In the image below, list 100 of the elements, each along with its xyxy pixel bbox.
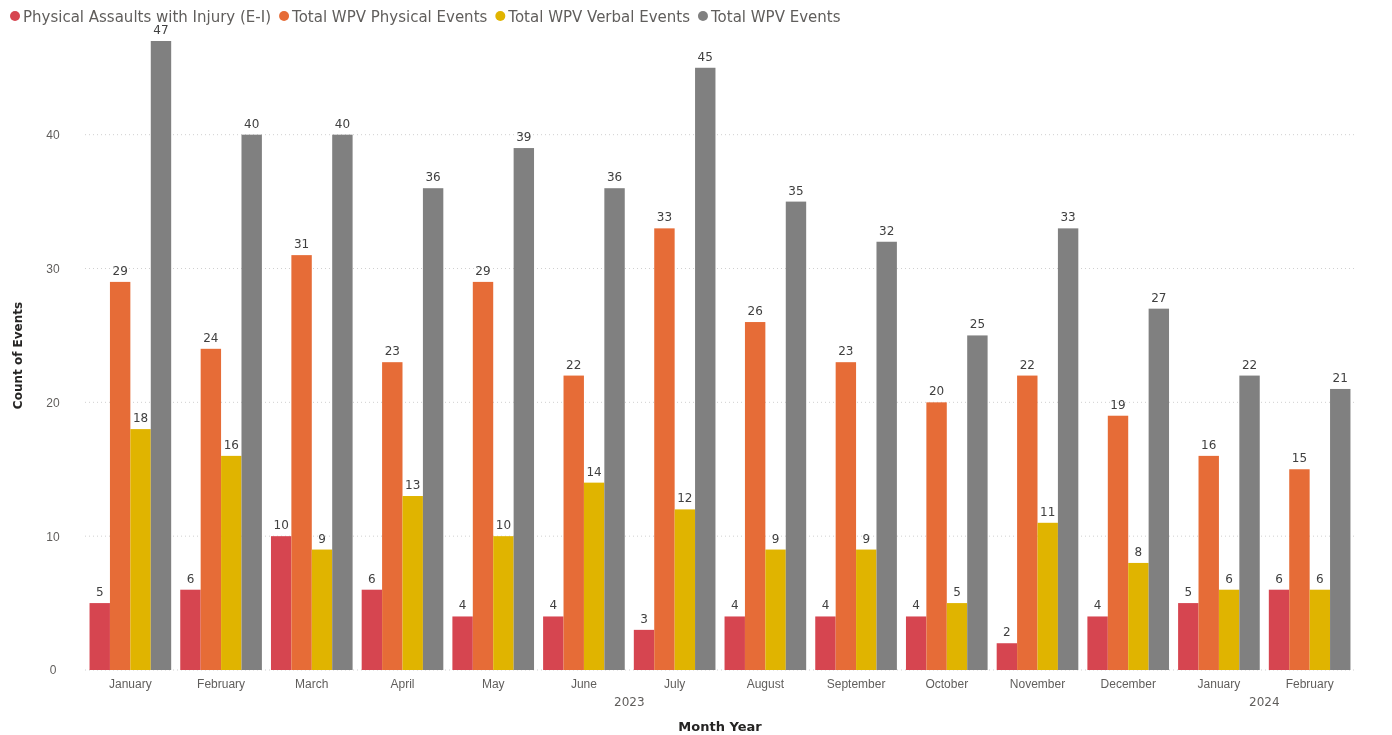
data-label: 6	[1275, 571, 1283, 586]
y-tick-label: 10	[46, 529, 60, 544]
data-label: 4	[458, 598, 467, 613]
data-label: 33	[656, 210, 673, 225]
bar	[89, 603, 110, 670]
bar	[1239, 375, 1260, 670]
bar	[674, 509, 696, 670]
bar	[1148, 308, 1170, 670]
data-label: 4	[821, 598, 830, 613]
x-tick-label: January	[109, 676, 152, 691]
bar	[332, 134, 353, 670]
x-tick-label: June	[570, 676, 598, 691]
data-label: 26	[747, 304, 763, 319]
bar	[382, 362, 403, 670]
bar	[1218, 589, 1240, 670]
data-label: 20	[928, 384, 945, 399]
bar	[996, 643, 1018, 670]
bar	[1330, 388, 1351, 670]
x-tick-label: August	[746, 676, 785, 691]
data-label: 22	[566, 357, 582, 372]
x-tick-label: September	[826, 676, 886, 691]
data-label: 15	[1291, 451, 1308, 466]
data-label: 12	[677, 491, 693, 506]
x-tick-label: July	[663, 676, 686, 691]
data-label: 21	[1332, 370, 1348, 385]
bar	[150, 41, 172, 670]
data-label: 6	[368, 571, 376, 586]
data-label: 5	[1184, 585, 1193, 600]
bar	[221, 455, 242, 670]
y-tick-label: 20	[46, 395, 60, 410]
bar	[270, 536, 292, 670]
data-label: 23	[838, 344, 854, 359]
bar	[109, 281, 131, 670]
data-label: 5	[95, 585, 104, 600]
data-label: 29	[112, 263, 128, 278]
data-label: 47	[153, 23, 169, 37]
bar	[241, 134, 262, 670]
data-label: 19	[1110, 397, 1126, 412]
data-label: 25	[969, 317, 986, 332]
data-label: 4	[912, 598, 920, 613]
data-label: 13	[405, 478, 421, 493]
bar	[1057, 228, 1079, 670]
bar	[130, 429, 151, 670]
data-label: 9	[862, 531, 871, 546]
data-label: 16	[223, 437, 239, 452]
x-tick-label: February	[197, 676, 246, 691]
bar	[1107, 415, 1129, 670]
data-label: 4	[549, 598, 558, 613]
data-label: 27	[1151, 290, 1167, 305]
x-tick-label: May	[481, 676, 505, 691]
bar	[1198, 455, 1219, 670]
bar	[785, 201, 807, 670]
data-label: 40	[334, 116, 351, 131]
x-tick-label: November	[1009, 676, 1066, 691]
data-label: 18	[132, 411, 149, 426]
data-label: 14	[586, 464, 602, 479]
bar	[744, 322, 766, 670]
bar	[765, 549, 786, 670]
bar	[422, 188, 444, 670]
text: 2024	[1249, 695, 1280, 709]
x-tick-label: December	[1100, 676, 1156, 691]
data-label: 24	[203, 330, 219, 345]
y-axis-title: Count of Events	[11, 301, 25, 410]
data-label: 10	[495, 518, 512, 533]
data-label: 33	[1060, 210, 1076, 225]
bar	[361, 589, 383, 670]
data-label: 3	[640, 611, 648, 626]
data-label: 22	[1241, 357, 1258, 372]
bar	[1087, 616, 1108, 670]
x-axis-title: Month Year	[678, 719, 763, 734]
data-label: 10	[273, 518, 289, 533]
bar	[856, 549, 877, 670]
data-label: 36	[606, 170, 623, 185]
bar	[905, 616, 927, 670]
x-tick-label: March	[295, 676, 329, 691]
bar	[946, 603, 968, 670]
bar	[291, 255, 312, 670]
bar	[493, 536, 514, 670]
bar	[926, 402, 947, 670]
data-label: 6	[1225, 571, 1233, 586]
legend-label: Total WPV Verbal Events	[507, 7, 691, 26]
bar	[543, 616, 564, 670]
bar	[472, 281, 494, 670]
bar	[604, 188, 625, 670]
bar	[563, 375, 584, 670]
bar	[200, 348, 222, 670]
text: 2023	[614, 695, 645, 709]
data-label: 8	[1134, 544, 1143, 559]
bar	[1268, 589, 1290, 670]
data-label: 22	[1019, 357, 1035, 372]
y-tick-label: 0	[49, 663, 57, 678]
data-label: 6	[1316, 571, 1324, 586]
data-label: 4	[730, 598, 739, 613]
data-label: 29	[475, 263, 491, 278]
bar	[1037, 522, 1058, 670]
bar	[1017, 375, 1038, 670]
bar	[1309, 589, 1331, 670]
bar	[311, 549, 333, 670]
x-tick-label: February	[1285, 676, 1334, 691]
bar	[180, 589, 201, 670]
